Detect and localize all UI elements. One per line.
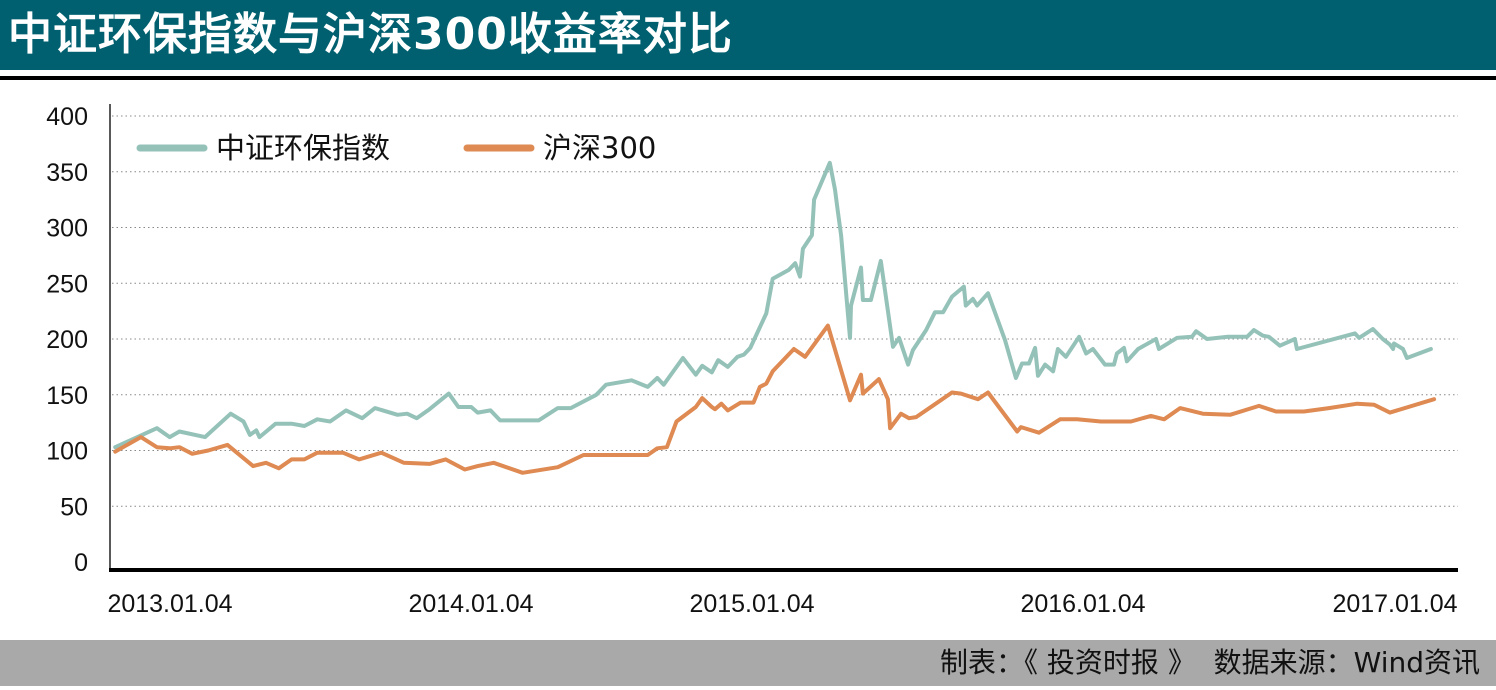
page-title: 中证环保指数与沪深300收益率对比 [8, 9, 733, 60]
y-tick-label: 300 [46, 215, 88, 243]
title-bar: 中证环保指数与沪深300收益率对比 [0, 0, 1496, 70]
y-tick-label: 200 [46, 326, 88, 354]
y-tick-label: 250 [46, 270, 88, 298]
footer-bar: 制表：《 投资时报 》 数据来源：Wind资讯 [0, 640, 1496, 686]
y-tick-label: 400 [46, 103, 88, 131]
y-tick-label: 100 [46, 438, 88, 466]
y-tick-label: 0 [74, 549, 88, 577]
y-tick-label: 150 [46, 382, 88, 410]
y-tick-label: 50 [60, 493, 88, 521]
source-credit: 制表：《 投资时报 》 数据来源：Wind资讯 [940, 646, 1480, 679]
y-tick-label: 350 [46, 159, 88, 187]
series-line-orange [113, 323, 1437, 475]
x-tick-label: 2015.01.04 [689, 590, 814, 618]
x-tick-label: 2013.01.04 [107, 590, 232, 618]
legend-label: 中证环保指数 [216, 131, 390, 165]
title-divider [0, 76, 1496, 80]
legend-label: 沪深300 [543, 131, 656, 165]
x-tick-label: 2016.01.04 [1020, 590, 1145, 618]
x-tick-label: 2017.01.04 [1332, 590, 1457, 618]
series-line-green [113, 160, 1433, 450]
line-chart: 0 50 100 150 200 250 300 350 400 2013.01.04 2014.… [46, 103, 1458, 618]
x-tick-label: 2014.01.04 [408, 590, 533, 618]
